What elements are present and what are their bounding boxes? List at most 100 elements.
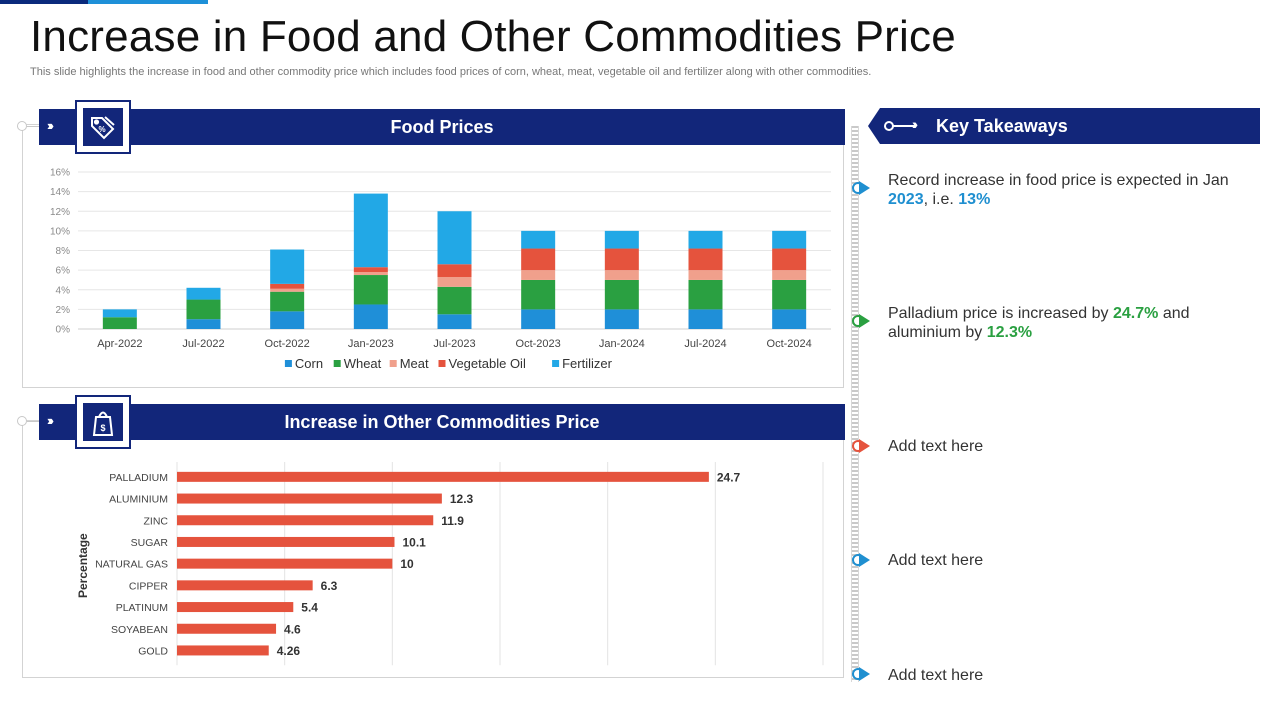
x-tick-label: Oct-2022	[265, 338, 310, 350]
bar	[177, 493, 442, 504]
x-tick-label: Oct-2023	[516, 338, 561, 350]
takeaway-marker-icon	[852, 314, 870, 328]
y-tick-label: 8%	[56, 246, 71, 257]
bar-segment-meat	[521, 270, 556, 280]
commodities-header: ››› $ Increase in Other Commodities Pric…	[17, 395, 845, 449]
x-tick-label: Jul-2024	[684, 338, 726, 350]
chevrons-icon: ›››	[912, 116, 918, 132]
takeaway-marker-icon	[852, 181, 870, 195]
takeaway-highlight: 13%	[958, 191, 991, 208]
bar-segment-wheat	[353, 275, 388, 305]
takeaway-item-1: Record increase in food price is expecte…	[888, 171, 1248, 209]
takeaway-highlight: 12.3%	[986, 324, 1033, 341]
legend-label: Vegetable Oil	[449, 356, 526, 371]
header-notch	[868, 108, 880, 144]
bar-segment-meat	[353, 272, 388, 276]
bar	[177, 515, 434, 526]
y-tick-label: 0%	[56, 325, 71, 336]
bar-segment-wheat	[604, 279, 639, 310]
page-subtitle: This slide highlights the increase in fo…	[30, 66, 872, 78]
bar-segment-wheat	[688, 279, 723, 310]
food-prices-chart: 0% 2% 4% 6% 8% 10% 12% 14% 16% Apr-2022 Jul-2022 Oc…	[50, 168, 831, 371]
y-tick-label: NATURAL GAS	[95, 559, 168, 571]
x-tick-label: Jul-2023	[433, 338, 475, 350]
bar	[177, 536, 395, 547]
food-prices-header: ››› % Food Prices	[17, 100, 845, 154]
bar	[177, 471, 709, 482]
commodities-title: Increase in Other Commodities Price	[284, 412, 600, 432]
bar-segment-corn	[521, 309, 556, 329]
header-ring-icon	[884, 121, 894, 131]
bar-segment-corn	[353, 304, 388, 329]
bar-segment-corn	[772, 309, 807, 329]
y-tick-label: PLATINUM	[116, 602, 168, 614]
bar-segment-corn	[270, 311, 305, 329]
data-label: 10.1	[402, 535, 426, 549]
takeaway-text: Record increase in food price is expecte…	[888, 172, 1229, 189]
takeaway-item-4: Add text here	[888, 552, 984, 569]
legend-swatch	[552, 360, 560, 367]
chevrons-icon: ›››	[47, 413, 54, 428]
y-tick-label: ALUMINIUM	[109, 494, 168, 506]
y-tick-label: ZINC	[144, 515, 169, 527]
bar-segment-fertilizer	[186, 287, 221, 300]
bar-segment-fertilizer	[437, 211, 472, 265]
data-label: 4.6	[284, 622, 301, 636]
food-prices-title: Food Prices	[390, 117, 494, 137]
bar-segment-meat	[772, 270, 807, 280]
bar-segment-wheat	[437, 286, 472, 315]
y-tick-label: SOYABEAN	[111, 624, 168, 636]
bar-segment-fertilizer	[353, 193, 388, 268]
data-label: 12.3	[450, 492, 474, 506]
bar-segment-fertilizer	[521, 230, 556, 249]
bar	[177, 580, 313, 591]
commodities-chart: PALLADIUM 24.7 ALUMINIUM 12.3 ZINC 11.9 SUGAR 1…	[76, 462, 824, 666]
bar	[177, 558, 393, 569]
takeaway-highlight: 2023	[888, 191, 924, 208]
page-title: Increase in Food and Other Commodities P…	[30, 12, 956, 61]
y-tick-label: 4%	[56, 285, 71, 296]
x-tick-label: Oct-2024	[767, 338, 812, 350]
key-takeaways-header: ››› Key Takeaways	[868, 108, 1260, 144]
y-tick-label: GOLD	[138, 645, 168, 657]
bar-segment-meat	[437, 276, 472, 287]
data-label: 10	[400, 557, 414, 571]
takeaway-highlight: 24.7%	[1113, 305, 1159, 322]
bar-segment-corn	[688, 309, 723, 329]
x-tick-label: Apr-2022	[97, 338, 142, 350]
accent-bar-dark	[0, 0, 88, 4]
bar-segment-wheat	[270, 291, 305, 312]
chevrons-icon: ›››	[47, 118, 54, 133]
legend-label: Corn	[295, 356, 323, 371]
price-bag-icon: $	[75, 395, 131, 449]
y-tick-label: 2%	[56, 305, 71, 316]
bar-segment-vegetable-oil	[604, 248, 639, 271]
y-tick-label: SUGAR	[131, 537, 169, 549]
legend-swatch	[333, 360, 341, 367]
data-label: 5.4	[301, 601, 318, 615]
bar-segment-vegetable-oil	[353, 267, 388, 273]
bar-segment-vegetable-oil	[437, 264, 472, 277]
takeaway-text: , i.e.	[923, 191, 959, 208]
y-tick-label: CIPPER	[129, 580, 169, 592]
data-label: 4.26	[277, 644, 301, 658]
y-axis-label: Percentage	[76, 533, 90, 598]
bar-segment-fertilizer	[772, 230, 807, 249]
y-tick-label: 14%	[50, 187, 70, 198]
header-connector	[27, 421, 39, 422]
legend-label: Wheat	[344, 356, 382, 371]
bar	[177, 623, 277, 634]
bar-segment-vegetable-oil	[270, 283, 305, 289]
takeaways-rail	[851, 126, 859, 682]
takeaway-marker-icon	[852, 439, 870, 453]
y-tick-label: 12%	[50, 207, 70, 218]
y-tick-label: 6%	[56, 266, 71, 277]
bar-segment-wheat	[186, 299, 221, 320]
commodities-panel: PALLADIUM 24.7 ALUMINIUM 12.3 ZINC 11.9 SUGAR 1…	[22, 420, 844, 678]
legend-label: Fertilizer	[562, 356, 613, 371]
header-arrow-line	[886, 125, 916, 127]
bar-segment-vegetable-oil	[772, 248, 807, 271]
x-tick-label: Jul-2022	[182, 338, 224, 350]
legend-swatch	[389, 360, 397, 367]
data-label: 24.7	[717, 470, 741, 484]
